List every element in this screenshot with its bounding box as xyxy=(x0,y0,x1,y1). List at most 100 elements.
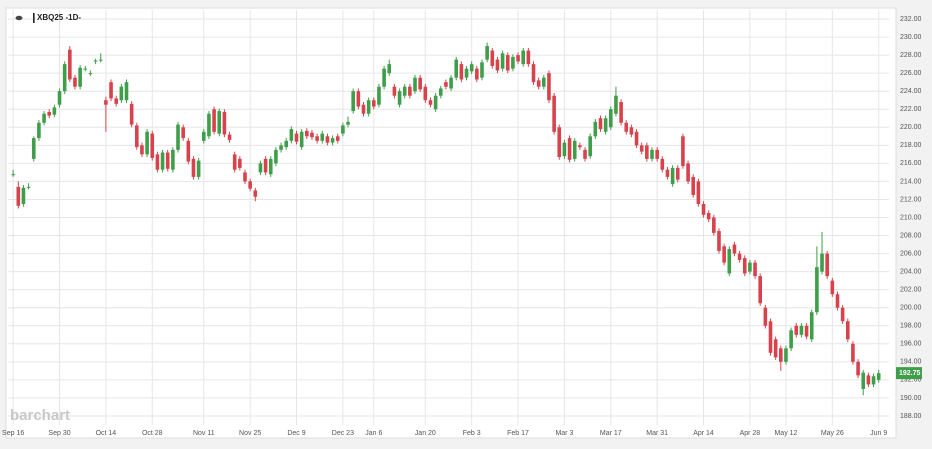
candle-body xyxy=(248,181,252,189)
candle-body xyxy=(289,129,294,141)
y-tick-label: 214.00 xyxy=(900,178,922,185)
candle-body xyxy=(444,82,448,87)
candle-body xyxy=(366,100,371,114)
candle-body xyxy=(423,86,428,101)
candle-body xyxy=(392,86,397,96)
candle-body xyxy=(232,154,237,170)
candle-body xyxy=(93,60,98,62)
candle-body xyxy=(748,262,752,272)
grid xyxy=(8,10,889,425)
candle-body xyxy=(397,91,402,105)
x-tick-label: Dec 23 xyxy=(332,430,354,437)
candle-body xyxy=(258,163,263,173)
candle-body xyxy=(325,136,330,143)
candle-body xyxy=(83,68,88,70)
y-tick-label: 208.00 xyxy=(900,232,922,239)
y-tick-label: 222.00 xyxy=(900,106,922,113)
candle-body xyxy=(181,127,185,139)
candle-body xyxy=(109,82,113,99)
x-tick-label: Oct 14 xyxy=(96,430,117,437)
candle-body xyxy=(438,88,443,96)
candle-body xyxy=(742,258,747,274)
x-tick-label: Sep 16 xyxy=(2,430,24,437)
y-tick-label: 206.00 xyxy=(900,250,922,257)
candle-body xyxy=(624,122,629,132)
candle-body xyxy=(542,77,546,87)
y-tick-label: 220.00 xyxy=(900,124,922,131)
candle-body xyxy=(88,73,93,75)
candle-body xyxy=(186,140,191,162)
candle-body xyxy=(763,307,768,326)
x-tick-label: Apr 14 xyxy=(693,430,714,437)
y-tick-label: 190.00 xyxy=(900,395,922,402)
candle-body xyxy=(150,133,155,158)
candle-body xyxy=(521,50,526,65)
candle-body xyxy=(526,50,531,65)
legend-swatch xyxy=(33,13,35,23)
candle-body xyxy=(727,249,732,274)
candle-body xyxy=(11,174,15,176)
candle-body xyxy=(536,80,541,87)
y-tick-label: 230.00 xyxy=(900,34,922,41)
candle-body xyxy=(140,145,144,155)
candle-body xyxy=(68,49,72,80)
candle-body xyxy=(608,109,613,128)
candle-body xyxy=(371,100,376,107)
candle-body xyxy=(361,104,366,114)
candle-body xyxy=(31,138,36,159)
x-tick-label: Feb 17 xyxy=(507,430,529,437)
candle-body xyxy=(119,86,124,101)
y-tick-label: 216.00 xyxy=(900,160,922,167)
candle-body xyxy=(418,77,422,90)
candle-body xyxy=(134,125,139,148)
candle-body xyxy=(21,187,26,204)
candle-body xyxy=(253,190,258,197)
candle-body xyxy=(351,91,355,112)
y-tick-label: 226.00 xyxy=(900,70,922,77)
candle-body xyxy=(387,64,392,74)
candle-body xyxy=(572,140,577,159)
candle-body xyxy=(428,100,433,105)
candle-body xyxy=(104,100,108,105)
watermark: barchart xyxy=(10,407,70,424)
candle-body xyxy=(227,134,232,140)
candle-body xyxy=(665,169,670,177)
candle-body xyxy=(655,149,659,159)
candle-body xyxy=(382,68,386,87)
candle-body xyxy=(413,77,417,92)
candle-body xyxy=(433,95,438,110)
candle-body xyxy=(856,361,860,376)
x-tick-label: Mar 31 xyxy=(646,430,668,437)
candle-body xyxy=(171,149,175,170)
candle-body xyxy=(26,186,31,188)
candle-body xyxy=(670,167,675,185)
candle-body xyxy=(650,149,654,159)
candle-body xyxy=(129,103,134,125)
candle-body xyxy=(639,145,644,152)
candle-body xyxy=(629,127,634,135)
candle-body xyxy=(284,140,289,148)
candle-body xyxy=(16,186,21,206)
candle-body xyxy=(753,262,757,277)
candle-body xyxy=(42,113,46,123)
candle-body xyxy=(62,64,67,92)
x-tick-label: Nov 11 xyxy=(193,430,215,437)
candle-body xyxy=(37,122,41,139)
candle-body xyxy=(567,138,572,160)
candle-body xyxy=(114,98,118,104)
candle-body xyxy=(330,138,335,143)
candle-body xyxy=(840,307,845,322)
candle-body xyxy=(341,125,345,134)
x-tick-label: Dec 9 xyxy=(287,430,305,437)
candle-body xyxy=(73,77,77,87)
candle-body xyxy=(346,121,350,125)
candle-body xyxy=(377,86,381,105)
candle-body xyxy=(660,158,665,170)
candle-body xyxy=(459,64,464,80)
candle-body xyxy=(583,149,587,159)
chart-panel xyxy=(5,7,897,439)
candle-body xyxy=(737,253,742,260)
candle-body xyxy=(696,181,701,204)
candle-body xyxy=(98,59,103,61)
candle-body xyxy=(779,348,783,362)
